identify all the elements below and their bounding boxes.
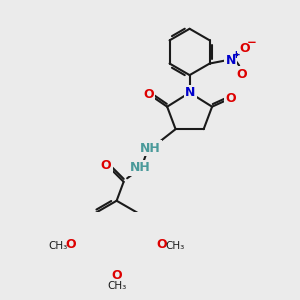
Text: +: + — [232, 50, 241, 60]
Text: N: N — [185, 86, 196, 99]
Text: O: O — [66, 238, 76, 251]
Text: O: O — [157, 238, 167, 251]
Text: NH: NH — [140, 142, 161, 154]
Text: O: O — [225, 92, 236, 105]
Text: CH₃: CH₃ — [165, 241, 184, 251]
Text: O: O — [237, 68, 247, 80]
Text: O: O — [143, 88, 154, 100]
Text: CH₃: CH₃ — [107, 281, 126, 291]
Text: O: O — [101, 159, 111, 172]
Text: −: − — [247, 36, 257, 49]
Text: O: O — [239, 42, 250, 55]
Text: CH₃: CH₃ — [49, 241, 68, 251]
Text: O: O — [111, 269, 122, 282]
Text: NH: NH — [129, 161, 150, 174]
Text: N: N — [226, 53, 236, 67]
